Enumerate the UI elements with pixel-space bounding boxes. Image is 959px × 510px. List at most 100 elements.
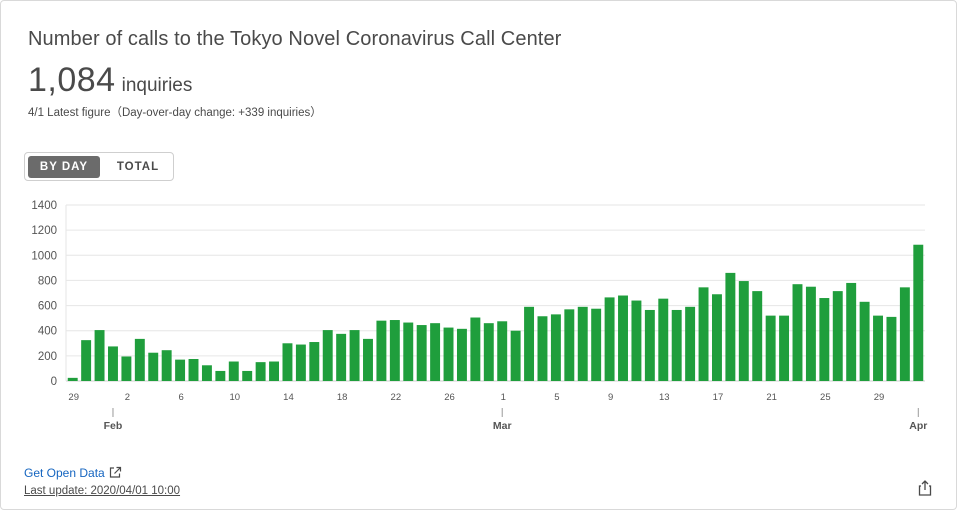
bar: [711, 294, 722, 381]
bar: [242, 370, 253, 381]
y-tick-label: 1400: [31, 200, 57, 212]
x-tick-label: 2: [125, 392, 130, 403]
bar: [483, 323, 494, 381]
bar: [108, 346, 118, 381]
x-tick-label: 5: [554, 392, 559, 403]
bar: [913, 244, 924, 381]
x-tick-label: 18: [337, 392, 348, 403]
x-tick-label: 26: [444, 392, 455, 403]
get-open-data-link[interactable]: Get Open Data: [24, 466, 122, 482]
x-tick-label: 21: [766, 392, 777, 403]
bar: [819, 298, 830, 381]
bar: [886, 316, 897, 381]
headline-value: 1,084: [28, 61, 116, 99]
bar: [161, 350, 172, 381]
y-tick-label: 0: [51, 376, 57, 388]
bar: [899, 287, 910, 381]
x-tick-label: 22: [391, 392, 402, 403]
bar: [604, 297, 615, 381]
bar: [618, 295, 628, 381]
external-link-icon: [109, 466, 122, 482]
bar: [859, 301, 870, 381]
bar: [309, 342, 320, 381]
x-tick-label: 9: [608, 392, 613, 403]
bar: [524, 306, 535, 381]
x-tick-label: 13: [659, 392, 670, 403]
bar: [752, 291, 763, 381]
bar: [363, 338, 373, 381]
bar: [215, 370, 226, 381]
headline-unit: inquiries: [121, 75, 193, 96]
bar: [255, 362, 266, 381]
bar: [416, 325, 427, 381]
bar: [537, 316, 548, 381]
bar: [269, 361, 280, 381]
bar: [671, 309, 682, 381]
latest-figure-note: 4/1 Latest figure（Day-over-day change: +…: [28, 107, 322, 119]
bar: [698, 287, 709, 381]
y-tick-label: 600: [38, 301, 57, 313]
bar: [805, 286, 816, 381]
last-update[interactable]: Last update: 2020/04/01 10:00: [24, 485, 181, 497]
bar: [403, 322, 414, 381]
bar: [658, 298, 669, 381]
bar: [550, 314, 561, 381]
bar: [577, 306, 588, 381]
bar: [94, 330, 105, 381]
bar: [201, 365, 212, 381]
bar: [443, 327, 454, 381]
bar: [282, 343, 293, 381]
bar: [228, 361, 239, 381]
share-icon[interactable]: [916, 479, 934, 497]
bar: [336, 333, 347, 381]
bar: [644, 309, 655, 381]
bar: [725, 272, 736, 381]
bar: [456, 328, 467, 381]
bar: [510, 330, 521, 381]
x-tick-label: 1: [501, 392, 506, 403]
bar: [81, 340, 92, 381]
bar: [564, 309, 575, 381]
bar: [430, 323, 441, 381]
x-tick-label: 25: [820, 392, 831, 403]
bar: [738, 281, 749, 381]
bar: [322, 330, 333, 381]
y-tick-label: 800: [38, 275, 57, 287]
bar: [779, 315, 790, 381]
y-tick-label: 1000: [31, 250, 57, 262]
y-tick-label: 1200: [31, 225, 57, 237]
card-title: Number of calls to the Tokyo Novel Coron…: [28, 28, 562, 50]
bar: [148, 352, 159, 381]
bar: [188, 359, 199, 381]
y-tick-label: 400: [38, 326, 57, 338]
total-button[interactable]: TOTAL: [116, 161, 160, 173]
month-label: Mar: [493, 420, 512, 432]
bar: [685, 306, 696, 381]
view-toggle: BY DAY TOTAL: [24, 152, 174, 181]
month-label: Feb: [104, 420, 123, 432]
bar: [349, 330, 360, 381]
month-label: Apr: [909, 420, 927, 432]
x-tick-label: 29: [874, 392, 885, 403]
y-tick-label: 200: [38, 351, 57, 363]
x-tick-label: 6: [178, 392, 183, 403]
x-tick-label: 17: [713, 392, 724, 403]
x-tick-label: 10: [229, 392, 240, 403]
bar: [121, 356, 132, 381]
by-day-button[interactable]: BY DAY: [28, 156, 100, 178]
bar: [134, 338, 145, 381]
bar: [832, 291, 843, 381]
bar: [376, 320, 387, 381]
bar: [591, 308, 602, 381]
bar: [67, 377, 78, 381]
bar: [873, 315, 883, 381]
bar: [631, 300, 642, 381]
bar: [175, 359, 186, 381]
open-data-label: Get Open Data: [24, 466, 105, 480]
bar: [389, 320, 400, 381]
x-tick-label: 29: [68, 392, 79, 403]
bar: [295, 344, 306, 381]
bar: [846, 282, 857, 381]
